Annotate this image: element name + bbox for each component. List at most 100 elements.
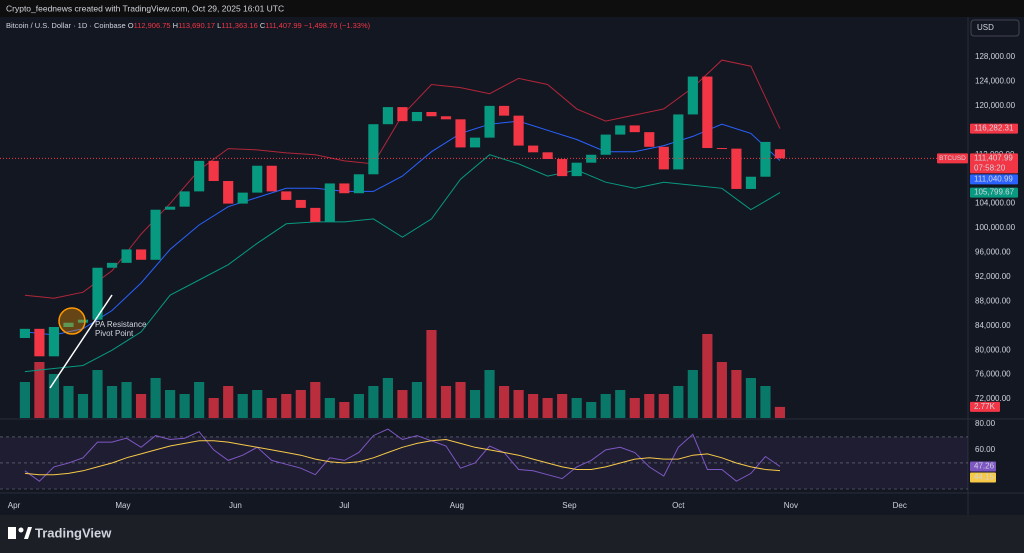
- open-label: O: [128, 21, 134, 30]
- candle: [353, 174, 364, 194]
- y-tick-label: 124,000.00: [975, 77, 1016, 86]
- candle: [179, 191, 190, 207]
- volume-bar: [19, 382, 30, 418]
- y-tick-label: 88,000.00: [975, 296, 1011, 305]
- volume-bar: [397, 390, 408, 418]
- candle: [702, 76, 713, 149]
- plot: Apr May Jun Jul Aug Sep Oct Nov Dec 72,000.00 76,0…: [0, 52, 1018, 510]
- volume-bar: [223, 386, 234, 418]
- rsi-badge: [970, 472, 996, 483]
- rsi-tick-label: 60.00: [975, 445, 996, 454]
- volume-badge: [970, 401, 1000, 412]
- volume-bar: [208, 398, 219, 418]
- volume-bar: [615, 390, 626, 418]
- candle: [223, 181, 234, 204]
- candle: [382, 107, 393, 125]
- candle: [469, 137, 481, 148]
- volume-bar: [731, 370, 742, 418]
- volume-bar: [702, 334, 713, 418]
- symbol: Bitcoin / U.S. Dollar · 1D · Coinbase: [6, 21, 126, 30]
- rsi-line: [24, 438, 781, 476]
- volume-bar: [440, 386, 452, 418]
- candle: [368, 124, 379, 175]
- candle: [484, 105, 495, 138]
- volume-bar: [92, 370, 103, 418]
- volume-bar: [774, 406, 786, 418]
- symbol-badge: [937, 153, 968, 164]
- x-tick-label: Dec: [893, 501, 907, 510]
- candle: [34, 328, 45, 357]
- x-tick-label: Oct: [672, 501, 685, 510]
- countdown: 07:58:20: [974, 163, 1006, 172]
- candle: [542, 152, 553, 160]
- volume-bar: [745, 378, 757, 418]
- volume-bar: [281, 394, 292, 418]
- price-badge-label: 111,407.99: [974, 153, 1013, 162]
- brand: TradingView: [35, 525, 112, 540]
- volume-bar: [48, 374, 60, 418]
- brand-logo: [8, 527, 32, 539]
- candle: [571, 162, 582, 177]
- volume-bar: [469, 390, 481, 418]
- volume-bar: [179, 394, 190, 418]
- candle: [194, 160, 205, 192]
- credit: Crypto_feednews created with TradingView…: [6, 3, 284, 13]
- close-label: C: [260, 21, 266, 30]
- price-badge-label: 116,282.31: [974, 124, 1014, 133]
- close: 111,407.99: [265, 21, 301, 30]
- volume-bar: [571, 398, 582, 418]
- volume-bar: [194, 382, 205, 418]
- high: 113,690.17: [178, 21, 215, 30]
- price-badge: [970, 174, 1018, 185]
- volume-bar: [252, 390, 263, 418]
- candle: [19, 328, 30, 338]
- candle: [324, 183, 335, 222]
- candle: [165, 206, 176, 210]
- price-badge-label: 105,799.67: [974, 188, 1015, 197]
- volume-bar: [542, 398, 553, 418]
- volume-bar: [77, 394, 89, 418]
- candle: [252, 165, 263, 193]
- x-tick-label: Jul: [339, 501, 349, 510]
- candle: [266, 165, 277, 192]
- volume-bar: [368, 386, 379, 418]
- candle: [339, 183, 350, 194]
- price-badge: [970, 153, 1018, 174]
- currency-button[interactable]: [970, 19, 1020, 37]
- pivot-circle: [58, 307, 86, 335]
- volume-bar: [237, 394, 248, 418]
- x-tick-label: Nov: [784, 501, 798, 510]
- volume-bar: [63, 386, 74, 418]
- rsi-tick-label: 80.00: [975, 419, 996, 428]
- price-badge: [970, 123, 1018, 134]
- low: 111,363.16: [221, 21, 257, 30]
- high-label: H: [173, 21, 178, 30]
- volume-badge-label: 2.77K: [974, 402, 996, 411]
- band-line: [24, 154, 781, 373]
- volume-bar: [339, 402, 350, 418]
- change: −1,498.76 (−1.33%): [304, 21, 371, 30]
- candle: [498, 105, 510, 116]
- x-tick-label: Apr: [8, 501, 21, 510]
- y-tick-label: 84,000.00: [975, 321, 1011, 330]
- volume-bar: [600, 394, 611, 418]
- volume-bar: [266, 398, 277, 418]
- volume-bar: [106, 386, 118, 418]
- currency[interactable]: USD: [977, 23, 994, 32]
- y-tick-label: 128,000.00: [975, 52, 1016, 61]
- candle: [397, 107, 408, 122]
- rsi-badge: [970, 461, 996, 472]
- candle: [295, 199, 306, 208]
- y-tick-label: 104,000.00: [975, 199, 1016, 208]
- volume-bar: [34, 362, 45, 418]
- volume-bar: [310, 382, 321, 418]
- volume-bar: [528, 394, 539, 418]
- candle: [135, 249, 147, 260]
- price-badge: [970, 187, 1018, 198]
- candle: [745, 176, 757, 189]
- candle: [600, 134, 611, 155]
- candle: [106, 262, 118, 268]
- credit-bar: [0, 0, 1024, 17]
